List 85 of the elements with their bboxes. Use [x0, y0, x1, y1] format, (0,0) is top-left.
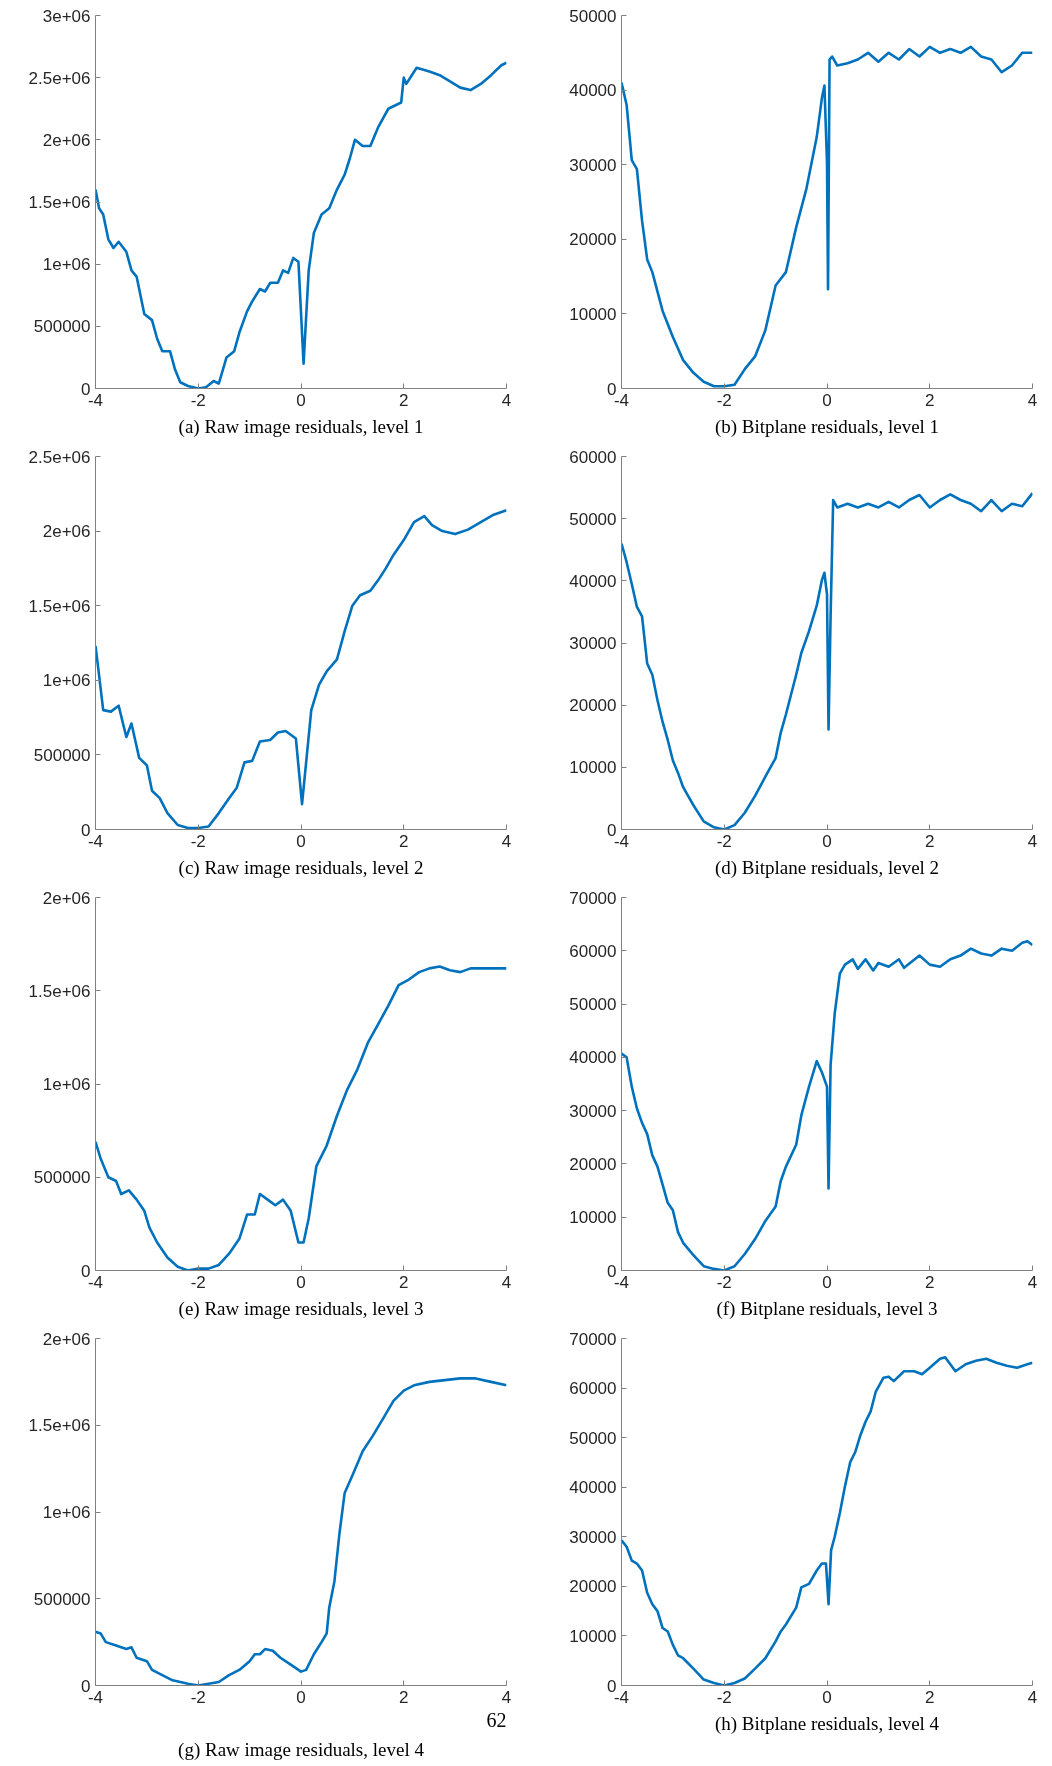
x-tick-label: 0: [822, 1687, 832, 1707]
x-tick-label: -2: [716, 1272, 732, 1292]
y-tick-label: 2e+06: [42, 1329, 91, 1349]
x-tick-label: 2: [925, 831, 935, 851]
y-tick-label: 1e+06: [42, 255, 91, 275]
y-tick-label: 10000: [569, 304, 617, 324]
x-tick-label: 4: [501, 1687, 512, 1707]
x-tick-label: -2: [190, 1272, 206, 1292]
y-tick-label: 1e+06: [42, 1503, 91, 1522]
y-tick-label: 1e+06: [42, 671, 91, 691]
y-tick-label: 60000: [569, 941, 617, 961]
y-tick-label: 60000: [569, 1379, 617, 1399]
y-tick-label: 70000: [569, 888, 617, 908]
x-tick-label: 2: [399, 831, 409, 851]
y-tick-label: 30000: [569, 1527, 617, 1547]
y-tick-label: 500000: [33, 1589, 91, 1609]
x-tick-label: -2: [190, 831, 206, 851]
y-tick-label: 40000: [569, 571, 617, 591]
x-tick-label: -2: [716, 390, 732, 410]
y-tick-label: 1.5e+06: [28, 1416, 91, 1436]
x-tick-label: 2: [925, 390, 935, 410]
x-tick-label: 2: [399, 1272, 409, 1292]
x-tick-label: 4: [1027, 390, 1038, 410]
x-tick-label: 4: [501, 831, 512, 851]
y-tick-label: 60000: [569, 447, 617, 467]
x-tick-label: 2: [399, 390, 409, 410]
x-tick-label: 4: [1027, 1687, 1038, 1707]
y-tick-label: 30000: [569, 1101, 617, 1121]
y-tick-label: 500000: [33, 745, 91, 765]
x-tick-label: 0: [296, 1687, 306, 1707]
x-tick-label: 4: [501, 1272, 512, 1292]
text: (g) Raw image residuals, level 4: [178, 1738, 425, 1761]
y-tick-label: 40000: [569, 1478, 617, 1498]
y-tick-label: 30000: [569, 634, 617, 653]
y-tick-label: 30000: [569, 155, 617, 175]
text: (f) Bitplane residuals, level 3: [716, 1297, 938, 1320]
y-tick-label: 2.5e+06: [28, 447, 91, 467]
y-tick-label: 10000: [569, 758, 617, 778]
text: (e) Raw image residuals, level 3: [178, 1297, 424, 1320]
y-tick-label: 1.5e+06: [28, 596, 91, 616]
y-tick-label: 1.5e+06: [28, 193, 91, 212]
text: (a) Raw image residuals, level 1: [178, 415, 424, 438]
y-tick-label: 3e+06: [42, 6, 91, 26]
y-tick-label: 20000: [569, 696, 617, 716]
x-tick-label: 4: [1027, 831, 1038, 851]
y-tick-label: 10000: [569, 1208, 617, 1228]
y-tick-label: 50000: [569, 509, 617, 529]
x-tick-label: 2: [399, 1687, 409, 1707]
y-tick-label: 2e+06: [42, 522, 91, 542]
x-tick-label: -2: [716, 831, 732, 851]
x-tick-label: 0: [822, 1272, 832, 1292]
text: 62: [486, 1708, 507, 1731]
x-tick-label: -2: [190, 1687, 206, 1707]
y-tick-label: 20000: [569, 1154, 617, 1174]
y-tick-label: 50000: [569, 1428, 617, 1448]
y-tick-label: 1e+06: [42, 1075, 91, 1094]
x-tick-label: 4: [501, 390, 512, 410]
y-tick-label: 70000: [569, 1329, 617, 1349]
y-tick-label: 20000: [569, 230, 617, 250]
y-tick-label: 2.5e+06: [28, 68, 91, 88]
y-tick-label: 40000: [569, 81, 617, 101]
y-tick-label: 20000: [569, 1577, 617, 1597]
x-tick-label: 0: [822, 390, 832, 410]
x-tick-label: 0: [296, 831, 306, 851]
x-tick-label: 0: [296, 1272, 306, 1292]
y-tick-label: 2e+06: [42, 888, 91, 908]
text: (b) Bitplane residuals, level 1: [714, 415, 940, 438]
x-tick-label: 2: [925, 1687, 935, 1707]
text: (d) Bitplane residuals, level 2: [714, 856, 940, 879]
y-tick-label: 2e+06: [42, 130, 91, 150]
x-tick-label: -2: [716, 1687, 732, 1707]
x-tick-label: 0: [296, 390, 306, 410]
y-tick-label: 500000: [33, 317, 91, 337]
text: (h) Bitplane residuals, level 4: [714, 1712, 940, 1735]
x-tick-label: 4: [1027, 1272, 1038, 1292]
y-tick-label: 1.5e+06: [28, 981, 91, 1001]
y-tick-label: 40000: [569, 1048, 617, 1068]
text: (c) Raw image residuals, level 2: [178, 856, 424, 879]
y-tick-label: 50000: [569, 6, 617, 26]
x-tick-label: 2: [925, 1272, 935, 1292]
x-tick-label: -2: [190, 390, 206, 410]
x-tick-label: 0: [822, 831, 832, 851]
y-tick-label: 500000: [33, 1168, 91, 1188]
y-tick-label: 50000: [569, 995, 617, 1015]
y-tick-label: 10000: [569, 1626, 617, 1646]
